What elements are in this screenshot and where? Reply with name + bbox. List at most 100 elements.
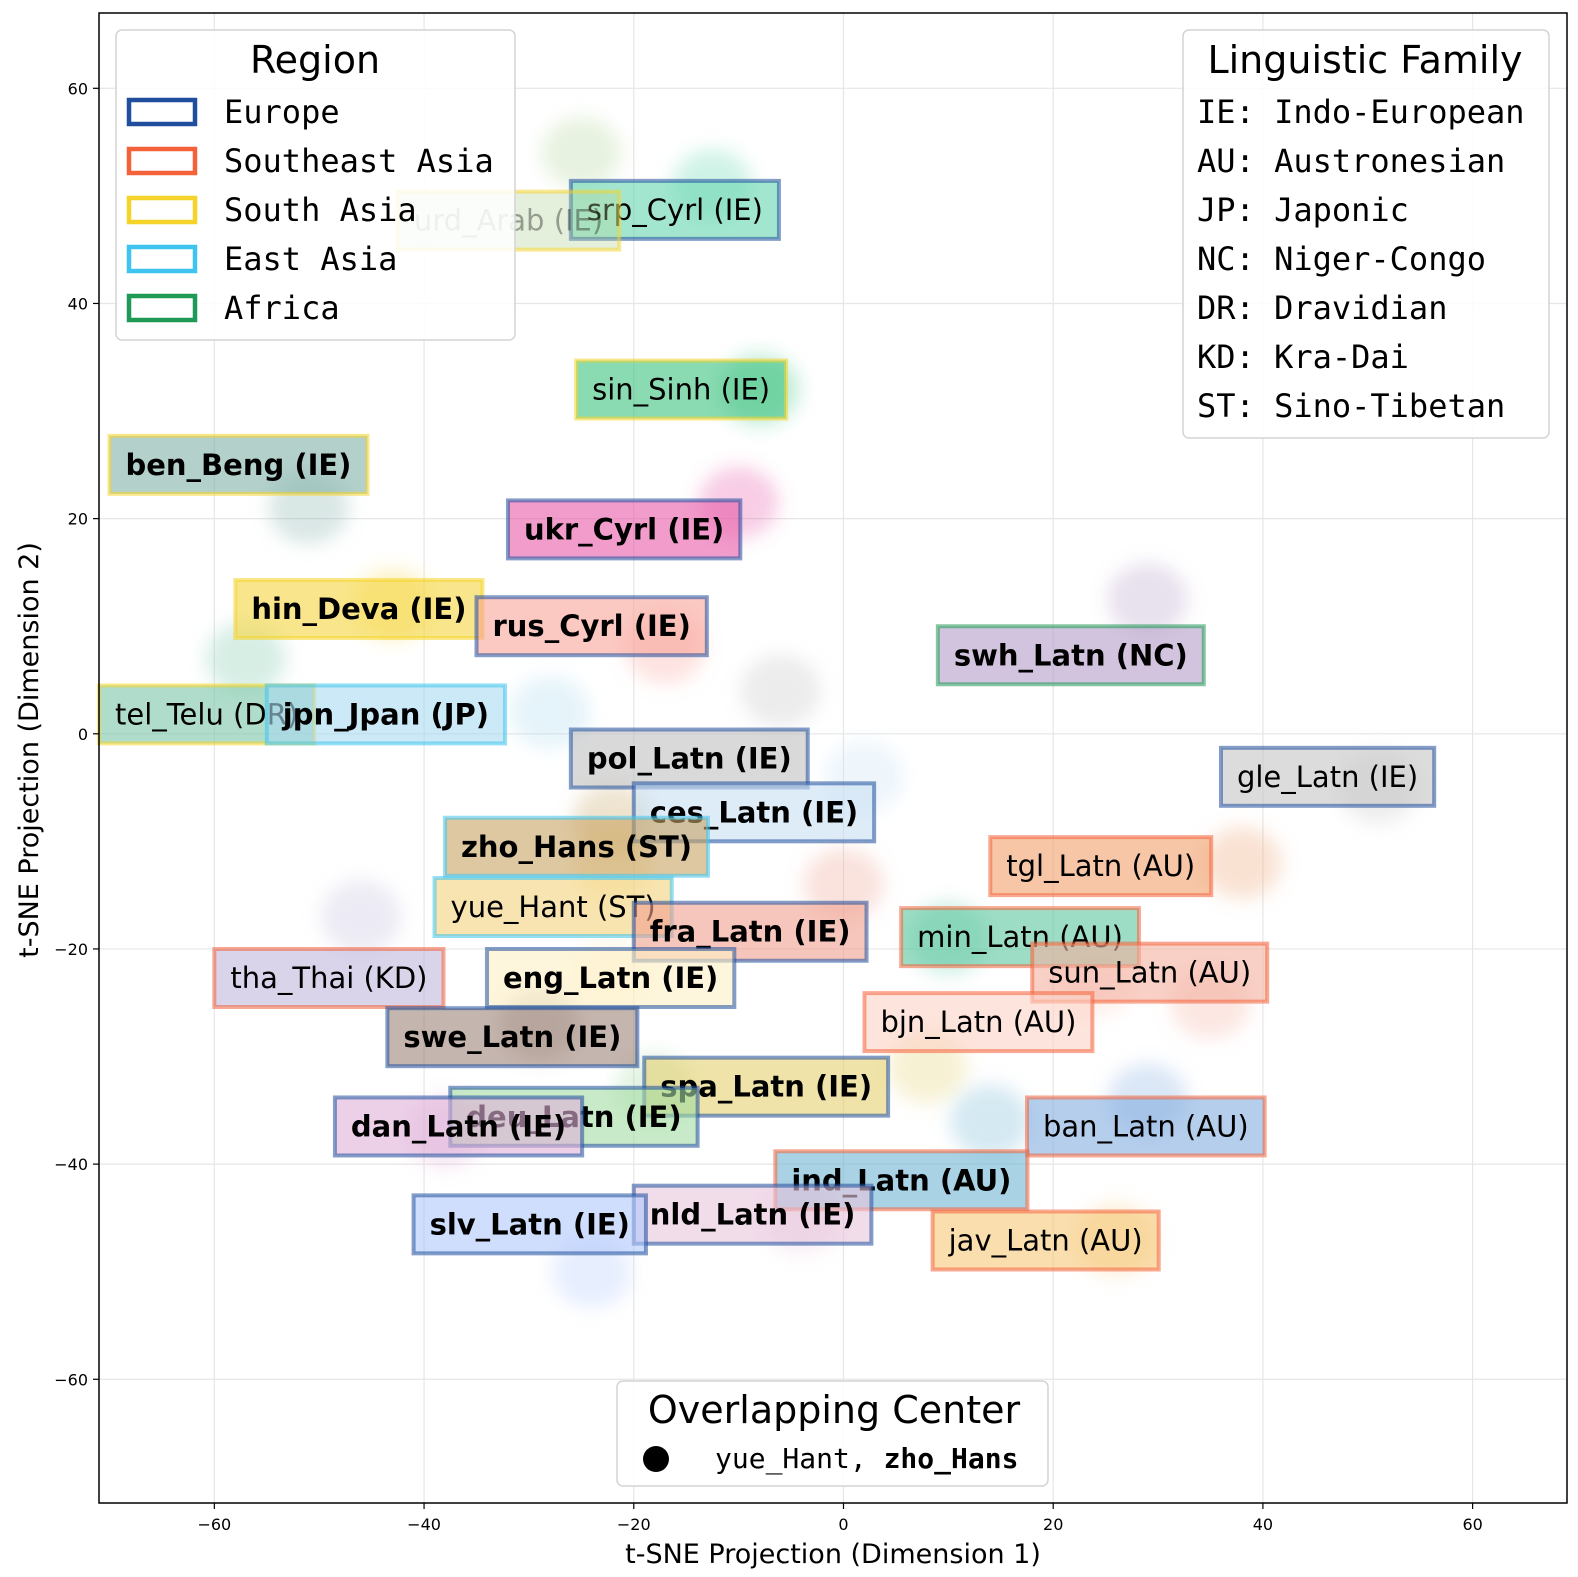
cluster-box-frame [474,595,709,658]
y-tick-label: 60 [68,79,88,98]
cluster-box-frame [935,624,1206,687]
cluster-label-box: eng_Latn (IE) [484,947,737,1010]
y-tick-label: 40 [68,294,88,313]
cluster-label-text: sin_Sinh (IE) [592,373,770,407]
x-tick-label: 20 [1043,1515,1063,1534]
family-legend-label: DR: Dravidian [1197,289,1447,327]
cluster-box-frame [264,683,508,746]
cluster-label-text: yue_Hant (ST) [451,890,656,924]
y-tick-label: −60 [54,1370,88,1389]
family-legend-label: IE: Indo-European [1197,93,1525,131]
cluster-point-cloud [321,880,402,953]
family-legend: Linguistic Family IE: Indo-European AU: A… [1182,29,1550,439]
cluster-box-frame [631,781,877,844]
cluster-label-text: ukr_Cyrl (IE) [524,512,724,546]
cluster-label-text: tgl_Latn (AU) [1006,849,1195,883]
cluster-point-cloud [1107,563,1188,636]
overlap-legend-entry: yue_Hant, zho_Hans [715,1442,1018,1476]
x-tick-label: 40 [1253,1515,1273,1534]
overlap-legend: Overlapping Center yue_Hant, zho_Hans [616,1380,1049,1487]
cluster-point-cloud [541,116,622,189]
cluster-label-box: zho_Hans (ST) [443,815,710,878]
cluster-label-text: slv_Latn (IE) [430,1207,630,1241]
region-swatch [126,293,198,323]
x-tick-label: −20 [617,1515,651,1534]
cluster-label-box: rus_Cyrl (IE) [474,595,709,658]
overlap-marker-icon [643,1446,669,1472]
cluster-label-text: gle_Latn (IE) [1237,760,1418,794]
cluster-label-box: fra_Latn (IE) [631,900,869,963]
cluster-label-box: tgl_Latn (AU) [988,835,1214,898]
region-legend-title: Region [250,38,380,82]
cluster-label-text: pol_Latn (IE) [587,742,792,776]
cluster-label-text: bjn_Latn (AU) [880,1005,1076,1039]
region-legend-label: East Asia [224,240,397,278]
cluster-labels: srp_Cyrl (IE)urd_Arab (IE)sin_Sinh (IE)b… [97,178,1437,1272]
family-legend-items: IE: Indo-European AU: Austronesian JP: Jap… [1197,93,1525,425]
region-swatch [126,146,198,176]
cluster-label-box: sin_Sinh (IE) [574,358,789,421]
region-swatch [126,244,198,274]
cluster-point-cloud [1201,826,1282,899]
x-tick-label: −60 [197,1515,231,1534]
cluster-label-box: min_Latn (AU) [899,906,1141,969]
y-tick-label: −40 [54,1155,88,1174]
cluster-label-box: pol_Latn (IE) [568,727,810,790]
family-legend-label: NC: Niger-Congo [1197,240,1486,278]
cluster-label-text: eng_Latn (IE) [503,961,718,995]
cluster-label-box: sun_Latn (AU) [1030,941,1270,1004]
cluster-label-box: ban_Latn (AU) [1024,1095,1267,1158]
family-legend-label: ST: Sino-Tibetan [1197,387,1505,425]
cluster-box-frame [988,835,1214,898]
overlap-regular-label: yue_Hant, [715,1442,867,1476]
plot-frame [98,12,1568,1504]
cluster-label-text: swh_Latn (NC) [954,638,1188,672]
cluster-label-box: ukr_Cyrl (IE) [505,498,743,561]
x-axis-title: t-SNE Projection (Dimension 1) [625,1539,1041,1570]
cluster-label-text: srp_Cyrl (IE) [587,193,763,227]
cluster-label-box: swe_Latn (IE) [385,1006,640,1069]
overlap-legend-frame [616,1380,1049,1487]
cluster-box-frame [385,1006,640,1069]
cluster-label-text: zho_Hans (ST) [461,830,692,864]
cluster-box-frame [443,815,710,878]
axis-ticks: −60 −40 −20 0 20 40 60 60 40 20 0 −20 −40 −60 [54,79,1483,1534]
x-tick-label: 60 [1462,1515,1482,1534]
y-tick-label: 20 [68,510,88,529]
cluster-label-box: bjn_Latn (AU) [862,991,1095,1054]
x-tick-label: −40 [407,1515,441,1534]
family-legend-title: Linguistic Family [1207,38,1522,82]
cluster-label-text: jpn_Jpan (JP) [282,697,489,731]
family-legend-frame [1182,29,1550,439]
region-swatch [126,195,198,225]
family-legend-label: JP: Japonic [1197,191,1409,229]
cluster-box-frame [1024,1095,1267,1158]
cluster-label-box: dan_Latn (IE) [332,1095,585,1158]
cluster-box-frame [631,1183,874,1246]
region-legend: Region Europe Southeast Asia South Asia Eas… [115,29,516,341]
region-legend-items: Europe Southeast Asia South Asia East Asia A… [126,93,494,327]
overlap-legend-title: Overlapping Center [648,1388,1021,1432]
cluster-box-frame [574,358,789,421]
cluster-box-frame [862,991,1095,1054]
cluster-label-text: dan_Latn (IE) [351,1109,566,1143]
cluster-box-frame [930,1209,1161,1272]
cluster-label-text: rus_Cyrl (IE) [492,609,690,643]
cluster-label-text: hin_Deva (IE) [251,592,466,626]
overlap-bold-label: zho_Hans [884,1442,1019,1475]
cluster-label-text: swe_Latn (IE) [403,1020,621,1054]
cluster-label-text: tha_Thai (KD) [230,961,427,995]
region-legend-label: Southeast Asia [224,142,494,180]
cluster-label-text: jav_Latn (AU) [948,1224,1143,1258]
x-tick-label: 0 [838,1515,848,1534]
cluster-label-box: gle_Latn (IE) [1218,745,1437,808]
cluster-label-box: slv_Latn (IE) [411,1193,648,1256]
cluster-label-text: fra_Latn (IE) [650,915,851,949]
cluster-point-cloud [740,654,821,727]
region-legend-label: Africa [224,289,340,327]
cluster-label-box: swh_Latn (NC) [935,624,1206,687]
cluster-label-box: hin_Deva (IE) [233,578,485,640]
cluster-box-frame [505,498,743,561]
cluster-label-text: ben_Beng (IE) [125,448,351,482]
